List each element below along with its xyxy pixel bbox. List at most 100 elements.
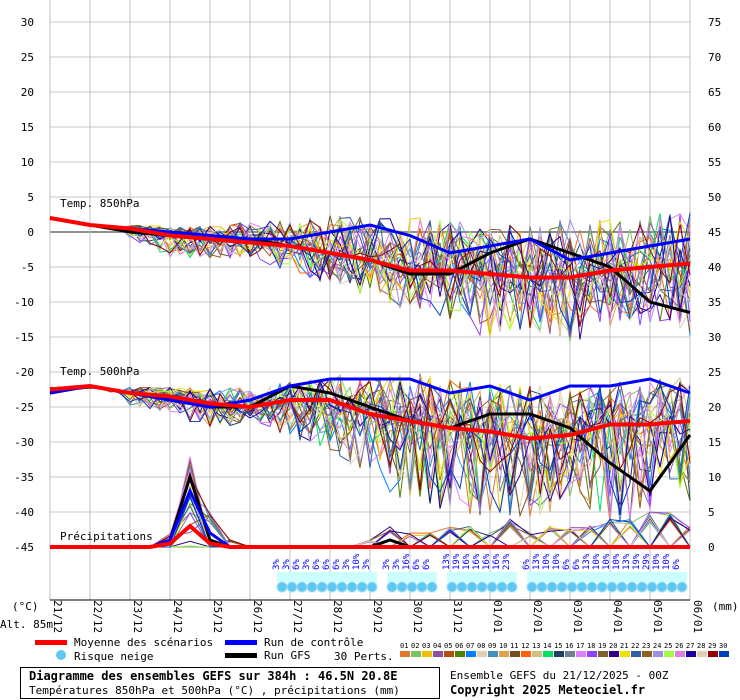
legend-control-swatch — [225, 640, 257, 645]
legend-gfs-swatch — [225, 653, 257, 658]
legend-pert-swatch — [400, 651, 410, 657]
snowflake-icon — [596, 581, 608, 593]
right-tick-label: 50 — [708, 191, 721, 204]
snow-risk-pct: 16% — [482, 553, 492, 570]
snow-risk-pct: 6% — [672, 559, 682, 570]
snow-risk-pct: 16% — [402, 553, 412, 570]
left-tick-label: -10 — [14, 296, 34, 309]
legend-pert-swatch — [642, 651, 652, 657]
right-tick-label: 70 — [708, 51, 721, 64]
snowflake-icon — [426, 581, 438, 593]
snow-risk-pct: 13% — [442, 553, 452, 570]
snowflake-icon — [506, 581, 518, 593]
legend-pert-id: 19 — [598, 642, 606, 650]
legend-pert-id: 23 — [642, 642, 650, 650]
snow-risk-pct: 29% — [642, 553, 652, 570]
left-tick-label: 5 — [27, 191, 34, 204]
legend-pert-id: 14 — [543, 642, 551, 650]
legend-pert-id: 06 — [455, 642, 463, 650]
snowflake-icon — [626, 581, 638, 593]
legend-control-label: Run de contrôle — [264, 636, 363, 649]
legend-pert-id: 11 — [510, 642, 518, 650]
snow-risk-pct: 10% — [542, 553, 552, 570]
t500-pert-28 — [49, 376, 691, 502]
snowflake-icon — [496, 581, 508, 593]
snowflake-icon — [676, 581, 688, 593]
snow-risk-pct: 23% — [502, 553, 512, 570]
run-info: Ensemble GEFS du 21/12/2025 - 00Z — [450, 669, 669, 682]
legend-pert-id: 10 — [499, 642, 507, 650]
snow-risk-pct: 16% — [492, 553, 502, 570]
legend-pert-id: 30 — [719, 642, 727, 650]
snow-risk-pct: 13% — [622, 553, 632, 570]
left-tick-label: -5 — [21, 261, 34, 274]
snow-risk-pct: 6% — [562, 559, 572, 570]
left-tick-label: -30 — [14, 436, 34, 449]
snow-risk-bg — [277, 572, 287, 582]
snow-risk-bg — [537, 572, 547, 582]
date-label: 06/01 — [691, 600, 704, 633]
snowflake-icon — [446, 581, 458, 593]
legend-pert-id: 26 — [675, 642, 683, 650]
snow-risk-bg — [577, 572, 587, 582]
snow-risk-pct: 13% — [532, 553, 542, 570]
date-label: 29/12 — [371, 600, 384, 633]
legend-pert-swatch — [631, 651, 641, 657]
legend-pert-swatch — [422, 651, 432, 657]
left-tick-label: -25 — [14, 401, 34, 414]
snow-risk-bg — [627, 572, 637, 582]
legend-pert-swatch — [598, 651, 608, 657]
date-label: 28/12 — [331, 600, 344, 633]
snow-risk-pct: 19% — [632, 553, 642, 570]
chart-title: Diagramme des ensembles GEFS sur 384h : … — [29, 669, 398, 683]
left-tick-label: -15 — [14, 331, 34, 344]
snow-risk-pct: 6% — [422, 559, 432, 570]
snowflake-icon — [486, 581, 498, 593]
legend-pert-swatch — [532, 651, 542, 657]
legend-pert-swatch — [543, 651, 553, 657]
date-label: 30/12 — [411, 600, 424, 633]
right-tick-label: 35 — [708, 296, 721, 309]
snowflake-icon — [606, 581, 618, 593]
snow-risk-bg — [607, 572, 617, 582]
snowflake-icon — [556, 581, 568, 593]
date-label: 05/01 — [651, 600, 664, 633]
legend-pert-swatch — [686, 651, 696, 657]
snowflake-icon — [646, 581, 658, 593]
precip-mean-line — [50, 523, 690, 549]
snow-risk-bg — [477, 572, 487, 582]
legend-pert-id: 04 — [433, 642, 441, 650]
snowflake-icon — [356, 581, 368, 593]
legend-pert-id: 09 — [488, 642, 496, 650]
left-tick-label: -35 — [14, 471, 34, 484]
snow-risk-bg — [487, 572, 497, 582]
legend-snow-label: Risque neige — [74, 650, 153, 663]
snow-risk-bg — [497, 572, 507, 582]
snow-risk-pct: 3% — [382, 559, 392, 570]
t500-pert-26 — [49, 379, 691, 519]
left-tick-label: -20 — [14, 366, 34, 379]
snow-risk-bg — [367, 572, 377, 582]
legend-pert-swatch — [455, 651, 465, 657]
right-tick-label: 0 — [708, 541, 715, 554]
snowflake-icon — [56, 650, 66, 660]
label-t500: Temp. 500hPa — [60, 365, 139, 378]
label-precip: Précipitations — [60, 530, 153, 543]
snow-risk-bg — [297, 572, 307, 582]
legend-pert-swatch — [521, 651, 531, 657]
snow-risk-pct: 10% — [602, 553, 612, 570]
snowflake-icon — [616, 581, 628, 593]
snowflake-icon — [306, 581, 318, 593]
snowflake-icon — [546, 581, 558, 593]
legend-pert-swatch — [499, 651, 509, 657]
snow-risk-bg — [587, 572, 597, 582]
snow-risk-bg — [357, 572, 367, 582]
snow-risk-pct: 16% — [472, 553, 482, 570]
snow-risk-pct: 6% — [522, 559, 532, 570]
legend-pert-swatch — [719, 651, 729, 657]
left-tick-label: 30 — [21, 16, 34, 29]
right-tick-label: 45 — [708, 226, 721, 239]
legend-pert-id: 20 — [609, 642, 617, 650]
snowflake-icon — [336, 581, 348, 593]
legend-perts-label: 30 Perts. — [334, 650, 394, 663]
